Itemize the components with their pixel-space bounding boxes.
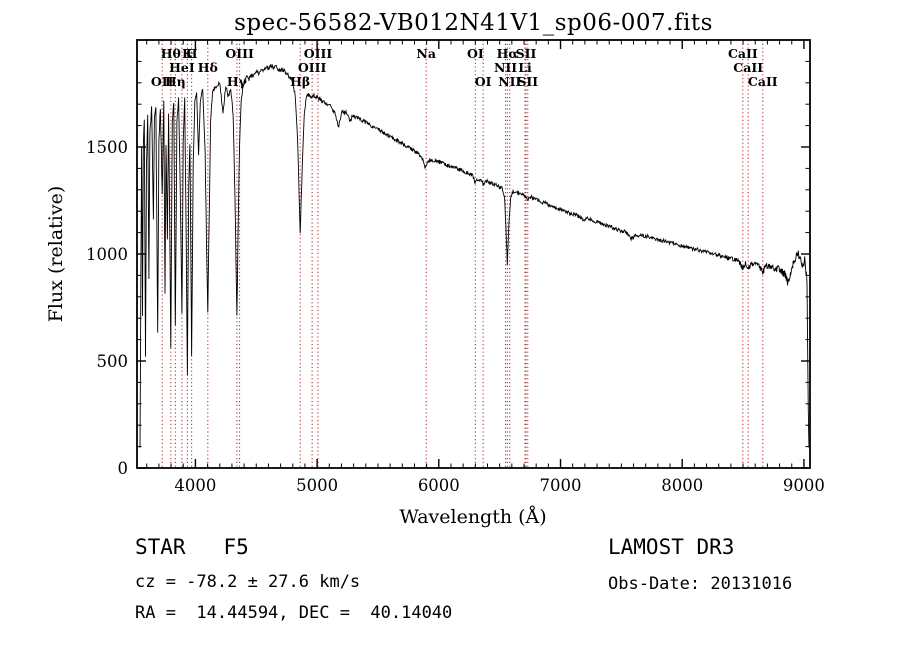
- svg-text:1500: 1500: [86, 138, 128, 157]
- x-axis-label: Wavelength (Å): [399, 506, 547, 528]
- svg-text:Hθ: Hθ: [161, 46, 181, 61]
- spectrum-trace: [139, 63, 810, 448]
- svg-text:4000: 4000: [174, 476, 216, 495]
- svg-text:5000: 5000: [296, 476, 338, 495]
- svg-text:Hα: Hα: [497, 46, 519, 61]
- svg-text:1000: 1000: [86, 245, 128, 264]
- svg-text:CaII: CaII: [733, 60, 763, 75]
- svg-text:OI: OI: [467, 46, 484, 61]
- svg-text:Hδ: Hδ: [198, 60, 218, 75]
- svg-text:CaII: CaII: [748, 74, 778, 89]
- svg-text:8000: 8000: [661, 476, 703, 495]
- radec-text: RA = 14.44594, DEC = 40.14040: [135, 603, 453, 623]
- svg-text:9000: 9000: [783, 476, 825, 495]
- svg-text:HeI: HeI: [169, 60, 195, 75]
- svg-text:H: H: [186, 46, 198, 61]
- svg-text:SII: SII: [516, 46, 537, 61]
- svg-text:OIII: OIII: [304, 46, 333, 61]
- svg-text:NII: NII: [494, 60, 517, 75]
- svg-text:OII: OII: [151, 74, 174, 89]
- svg-text:NII: NII: [498, 74, 521, 89]
- svg-text:OI: OI: [475, 74, 492, 89]
- svg-text:K: K: [182, 46, 194, 61]
- svg-text:0: 0: [118, 459, 129, 478]
- object-class-text: STAR F5: [135, 535, 249, 559]
- spectral-line-markers: [161, 40, 764, 468]
- svg-text:6000: 6000: [418, 476, 460, 495]
- svg-text:Hγ: Hγ: [227, 74, 248, 89]
- svg-text:500: 500: [97, 352, 129, 371]
- redshift-text: cz = -78.2 ± 27.6 km/s: [135, 572, 361, 592]
- svg-text:Hβ: Hβ: [290, 74, 310, 89]
- svg-text:Li: Li: [518, 60, 532, 75]
- axes-frame: 4000 5000 6000 7000 8000 9000 0 500 1000 1500: [86, 39, 825, 495]
- svg-text:SII: SII: [517, 74, 538, 89]
- svg-text:Na: Na: [416, 46, 436, 61]
- survey-text: LAMOST DR3: [608, 535, 735, 559]
- y-axis-label: Flux (relative): [45, 185, 67, 323]
- obs-date-text: Obs-Date: 20131016: [608, 574, 793, 594]
- svg-text:Hη: Hη: [165, 74, 186, 89]
- svg-text:OIII: OIII: [298, 60, 327, 75]
- svg-text:OIII: OIII: [225, 46, 254, 61]
- svg-text:7000: 7000: [540, 476, 582, 495]
- plot-title: spec-56582-VB012N41V1_sp06-007.fits: [234, 10, 713, 36]
- svg-text:CaII: CaII: [728, 46, 758, 61]
